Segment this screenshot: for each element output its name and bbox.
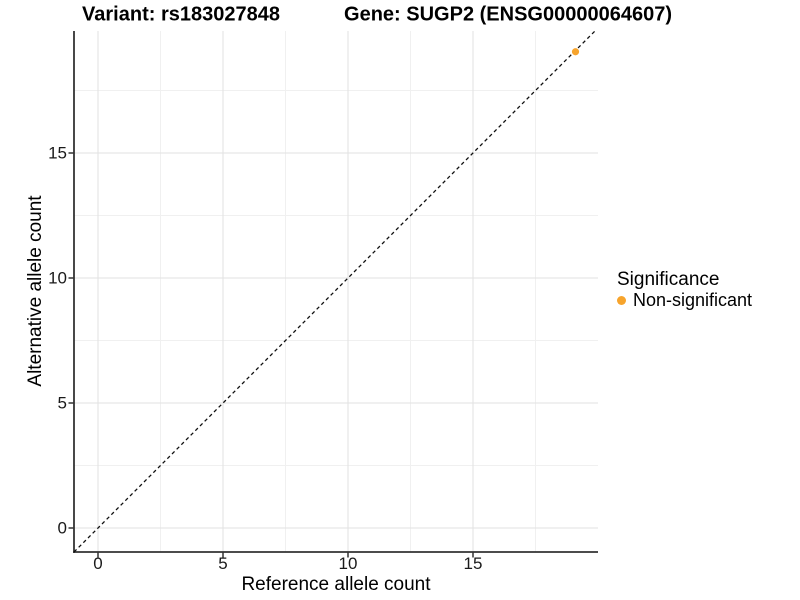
variant-title: Variant: rs183027848 — [82, 3, 280, 26]
x-tick-label: 0 — [93, 554, 103, 573]
y-tick-label: 15 — [48, 143, 67, 163]
data-point — [571, 48, 580, 56]
legend: Significance Non-significant — [617, 270, 752, 310]
legend-item-label: Non-significant — [633, 290, 753, 310]
legend-point-icon — [617, 295, 626, 305]
x-tick-label: 15 — [463, 554, 483, 573]
x-axis-title: Reference allele count — [241, 574, 431, 595]
x-tick-label: 5 — [218, 554, 228, 573]
legend-title: Significance — [617, 269, 720, 290]
y-tick-label: 5 — [57, 393, 67, 413]
identity-line — [73, 30, 596, 553]
legend-item-non-significant: Non-significant — [617, 290, 752, 310]
gene-title: Gene: SUGP2 (ENSG00000064607) — [344, 3, 672, 26]
y-tick-label: 10 — [48, 268, 67, 288]
y-tick-label: 0 — [57, 518, 67, 538]
y-axis-title: Alternative allele count — [25, 195, 46, 387]
x-tick-label: 10 — [338, 554, 358, 573]
